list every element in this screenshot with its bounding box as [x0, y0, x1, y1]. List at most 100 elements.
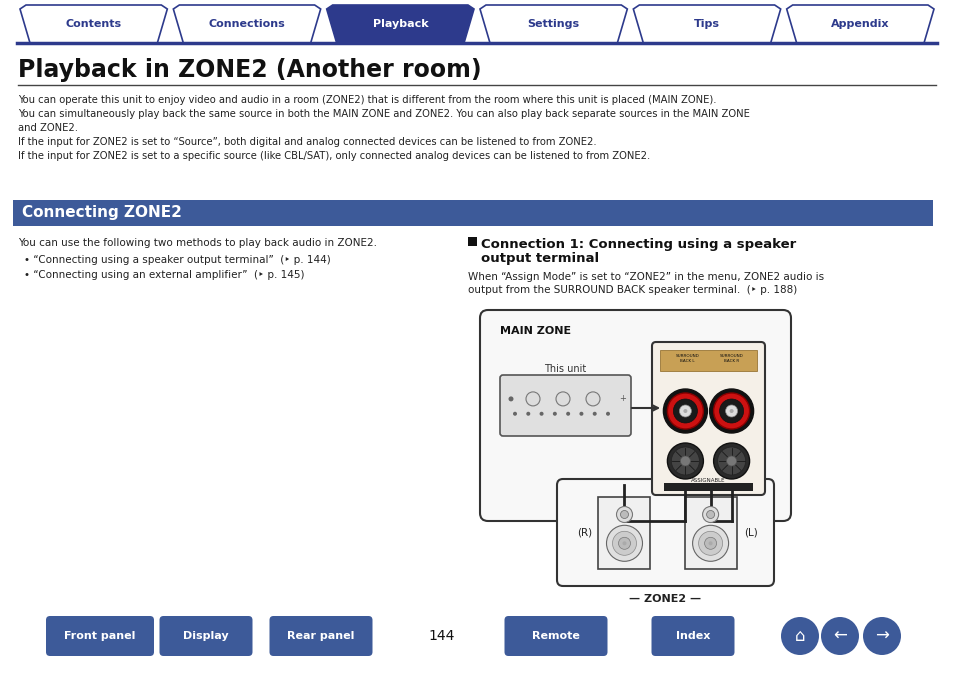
Text: output terminal: output terminal	[480, 252, 598, 265]
Circle shape	[726, 456, 736, 466]
Circle shape	[508, 396, 513, 401]
FancyBboxPatch shape	[598, 497, 650, 569]
Text: Index: Index	[675, 631, 709, 641]
Circle shape	[725, 405, 737, 417]
FancyBboxPatch shape	[479, 310, 790, 521]
Circle shape	[539, 412, 543, 416]
Text: When “Assign Mode” is set to “ZONE2” in the menu, ZONE2 audio is: When “Assign Mode” is set to “ZONE2” in …	[468, 272, 823, 282]
Circle shape	[622, 541, 626, 545]
FancyBboxPatch shape	[684, 497, 736, 569]
Circle shape	[553, 412, 557, 416]
Circle shape	[679, 456, 690, 466]
Text: MAIN ZONE: MAIN ZONE	[499, 326, 571, 336]
Circle shape	[578, 412, 583, 416]
Circle shape	[704, 537, 716, 549]
Text: ASSIGNABLE: ASSIGNABLE	[691, 479, 725, 483]
Text: You can operate this unit to enjoy video and audio in a room (ZONE2) that is dif: You can operate this unit to enjoy video…	[18, 95, 716, 105]
Circle shape	[592, 412, 596, 416]
Polygon shape	[20, 5, 167, 43]
Text: ←: ←	[832, 627, 846, 645]
Text: This unit: This unit	[544, 364, 586, 374]
FancyBboxPatch shape	[504, 616, 607, 656]
Circle shape	[667, 393, 702, 429]
Bar	[659, 350, 757, 371]
Circle shape	[662, 389, 707, 433]
Polygon shape	[173, 5, 320, 43]
Text: You can use the following two methods to play back audio in ZONE2.: You can use the following two methods to…	[18, 238, 376, 248]
Text: • “Connecting using a speaker output terminal”  (‣ p. 144): • “Connecting using a speaker output ter…	[24, 255, 331, 265]
Circle shape	[706, 511, 714, 518]
Text: 144: 144	[428, 629, 455, 643]
Circle shape	[605, 412, 609, 416]
Circle shape	[525, 392, 539, 406]
Text: Tips: Tips	[693, 19, 720, 29]
Text: (L): (L)	[743, 528, 757, 538]
FancyBboxPatch shape	[269, 616, 372, 656]
Circle shape	[713, 393, 749, 429]
Text: →: →	[874, 627, 888, 645]
Circle shape	[821, 617, 858, 655]
Text: Connecting ZONE2: Connecting ZONE2	[22, 205, 182, 221]
FancyBboxPatch shape	[499, 375, 630, 436]
Text: Playback: Playback	[372, 19, 428, 29]
Text: — ZONE2 —: — ZONE2 —	[629, 594, 700, 604]
Text: SURROUND
BACK L: SURROUND BACK L	[675, 354, 699, 363]
Text: Connection 1: Connecting using a speaker: Connection 1: Connecting using a speaker	[480, 238, 796, 251]
Bar	[13, 200, 932, 226]
Polygon shape	[633, 5, 780, 43]
Text: output from the SURROUND BACK speaker terminal.  (‣ p. 188): output from the SURROUND BACK speaker te…	[468, 285, 797, 295]
Circle shape	[606, 526, 641, 561]
Text: Front panel: Front panel	[64, 631, 135, 641]
Circle shape	[616, 507, 632, 522]
Text: Contents: Contents	[66, 19, 122, 29]
Text: Display: Display	[183, 631, 229, 641]
Text: ⌂: ⌂	[794, 627, 804, 645]
Text: If the input for ZONE2 is set to a specific source (like CBL/SAT), only connecte: If the input for ZONE2 is set to a speci…	[18, 151, 650, 161]
Circle shape	[612, 531, 636, 555]
Circle shape	[556, 392, 569, 406]
Circle shape	[565, 412, 570, 416]
Bar	[663, 483, 752, 491]
Text: Playback in ZONE2 (Another room): Playback in ZONE2 (Another room)	[18, 58, 481, 82]
Circle shape	[862, 617, 900, 655]
Text: Appendix: Appendix	[830, 19, 888, 29]
FancyBboxPatch shape	[651, 342, 764, 495]
Circle shape	[781, 617, 818, 655]
Bar	[468, 237, 476, 246]
Circle shape	[513, 412, 517, 416]
Circle shape	[709, 389, 753, 433]
Circle shape	[679, 405, 691, 417]
Circle shape	[618, 537, 630, 549]
Text: Connections: Connections	[209, 19, 285, 29]
Circle shape	[729, 409, 733, 413]
Text: (R): (R)	[577, 528, 592, 538]
Text: SURROUND
BACK R: SURROUND BACK R	[719, 354, 742, 363]
Circle shape	[671, 447, 699, 475]
Circle shape	[717, 447, 745, 475]
Circle shape	[708, 541, 712, 545]
Circle shape	[698, 531, 721, 555]
FancyBboxPatch shape	[46, 616, 153, 656]
FancyBboxPatch shape	[651, 616, 734, 656]
Circle shape	[692, 526, 728, 561]
Text: If the input for ZONE2 is set to “Source”, both digital and analog connected dev: If the input for ZONE2 is set to “Source…	[18, 137, 596, 147]
FancyBboxPatch shape	[557, 479, 773, 586]
Text: +: +	[618, 394, 626, 403]
Text: • “Connecting using an external amplifier”  (‣ p. 145): • “Connecting using an external amplifie…	[24, 270, 304, 280]
Circle shape	[667, 443, 702, 479]
Circle shape	[719, 399, 742, 423]
Text: Settings: Settings	[527, 19, 579, 29]
Circle shape	[701, 507, 718, 522]
Circle shape	[585, 392, 599, 406]
Polygon shape	[479, 5, 627, 43]
Polygon shape	[786, 5, 933, 43]
Circle shape	[713, 443, 749, 479]
Text: Remote: Remote	[532, 631, 579, 641]
Text: Rear panel: Rear panel	[287, 631, 355, 641]
Circle shape	[526, 412, 530, 416]
Circle shape	[673, 399, 697, 423]
Circle shape	[619, 511, 628, 518]
Text: and ZONE2.: and ZONE2.	[18, 123, 78, 133]
Text: You can simultaneously play back the same source in both the MAIN ZONE and ZONE2: You can simultaneously play back the sam…	[18, 109, 749, 119]
Polygon shape	[326, 5, 474, 43]
